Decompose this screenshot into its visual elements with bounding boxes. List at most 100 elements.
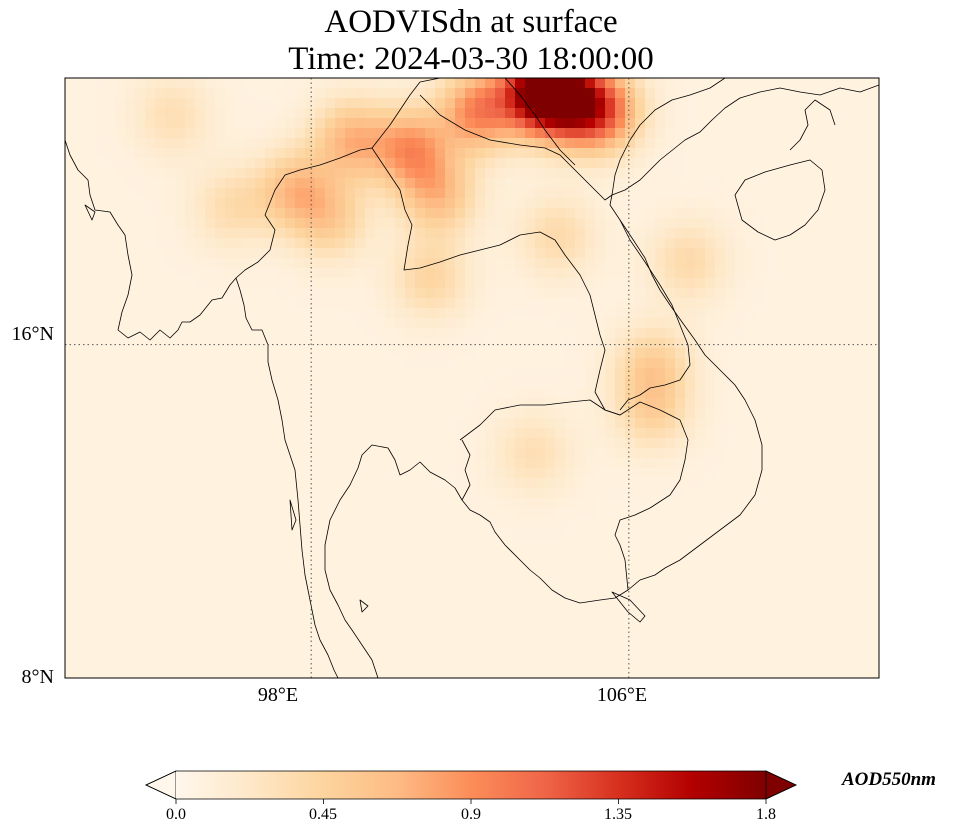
aod-cell bbox=[275, 78, 286, 89]
aod-cell bbox=[305, 168, 316, 179]
aod-cell bbox=[175, 228, 186, 239]
aod-cell bbox=[735, 168, 746, 179]
aod-cell bbox=[365, 388, 376, 399]
aod-cell bbox=[645, 318, 656, 329]
aod-cell bbox=[155, 578, 166, 589]
aod-cell bbox=[255, 458, 266, 469]
aod-cell bbox=[345, 498, 356, 509]
aod-cell bbox=[285, 628, 296, 639]
aod-cell bbox=[65, 308, 76, 319]
aod-cell bbox=[645, 78, 656, 89]
aod-cell bbox=[495, 388, 506, 399]
aod-cell bbox=[405, 428, 416, 439]
aod-cell bbox=[305, 458, 316, 469]
aod-cell bbox=[675, 308, 686, 319]
aod-cell bbox=[155, 408, 166, 419]
aod-cell bbox=[505, 238, 516, 249]
aod-cell bbox=[575, 658, 586, 669]
aod-cell bbox=[635, 148, 646, 159]
aod-cell bbox=[225, 348, 236, 359]
aod-cell bbox=[625, 138, 636, 149]
aod-cell bbox=[325, 118, 336, 129]
aod-cell bbox=[235, 218, 246, 229]
aod-cell bbox=[335, 198, 346, 209]
aod-cell bbox=[655, 178, 666, 189]
colorbar-extend-max bbox=[765, 770, 797, 800]
aod-cell bbox=[395, 88, 406, 99]
aod-cell bbox=[225, 668, 236, 678]
aod-cell bbox=[365, 438, 376, 449]
aod-cell bbox=[195, 298, 206, 309]
aod-cell bbox=[655, 118, 666, 129]
aod-cell bbox=[745, 448, 756, 459]
aod-cell bbox=[165, 298, 176, 309]
aod-cell bbox=[345, 398, 356, 409]
aod-cell bbox=[685, 608, 696, 619]
aod-cell bbox=[815, 548, 826, 559]
aod-cell bbox=[705, 208, 716, 219]
aod-cell bbox=[675, 628, 686, 639]
aod-cell bbox=[215, 128, 226, 139]
aod-cell bbox=[335, 438, 346, 449]
aod-cell bbox=[815, 368, 826, 379]
aod-cell bbox=[725, 308, 736, 319]
aod-cell bbox=[705, 258, 716, 269]
aod-cell bbox=[865, 148, 876, 159]
aod-cell bbox=[385, 298, 396, 309]
aod-cell bbox=[295, 108, 306, 119]
aod-cell bbox=[345, 598, 356, 609]
aod-cell bbox=[315, 98, 326, 109]
aod-cell bbox=[85, 428, 96, 439]
aod-cell bbox=[665, 398, 676, 409]
aod-cell bbox=[265, 348, 276, 359]
aod-cell bbox=[95, 438, 106, 449]
aod-cell bbox=[835, 448, 846, 459]
aod-cell bbox=[805, 378, 816, 389]
aod-cell bbox=[295, 448, 306, 459]
aod-cell bbox=[595, 478, 606, 489]
aod-cell bbox=[875, 318, 879, 329]
aod-cell bbox=[165, 518, 176, 529]
aod-cell bbox=[785, 418, 796, 429]
aod-cell bbox=[305, 568, 316, 579]
aod-cell bbox=[675, 538, 686, 549]
aod-cell bbox=[755, 168, 766, 179]
aod-cell bbox=[475, 628, 486, 639]
aod-cell bbox=[335, 98, 346, 109]
aod-cell bbox=[175, 148, 186, 159]
aod-cell bbox=[225, 238, 236, 249]
aod-cell bbox=[705, 518, 716, 529]
aod-cell bbox=[415, 248, 426, 259]
aod-cell bbox=[525, 88, 536, 99]
aod-cell bbox=[805, 598, 816, 609]
aod-cell bbox=[195, 478, 206, 489]
aod-cell bbox=[415, 298, 426, 309]
aod-cell bbox=[305, 248, 316, 259]
aod-cell bbox=[805, 298, 816, 309]
aod-cell bbox=[545, 178, 556, 189]
aod-cell bbox=[315, 288, 326, 299]
aod-cell bbox=[325, 288, 336, 299]
aod-cell bbox=[225, 338, 236, 349]
aod-cell bbox=[265, 298, 276, 309]
aod-cell bbox=[765, 258, 776, 269]
aod-cell bbox=[675, 168, 686, 179]
aod-cell bbox=[795, 508, 806, 519]
aod-cell bbox=[475, 88, 486, 99]
aod-cell bbox=[135, 408, 146, 419]
aod-cell bbox=[385, 368, 396, 379]
aod-cell bbox=[845, 358, 856, 369]
aod-cell bbox=[715, 378, 726, 389]
aod-cell bbox=[455, 458, 466, 469]
aod-cell bbox=[305, 528, 316, 539]
aod-cell bbox=[395, 298, 406, 309]
aod-cell bbox=[695, 608, 706, 619]
aod-cell bbox=[545, 428, 556, 439]
aod-cell bbox=[375, 358, 386, 369]
aod-cell bbox=[175, 108, 186, 119]
aod-cell bbox=[715, 168, 726, 179]
aod-cell bbox=[685, 88, 696, 99]
aod-cell bbox=[355, 78, 366, 89]
aod-cell bbox=[175, 348, 186, 359]
